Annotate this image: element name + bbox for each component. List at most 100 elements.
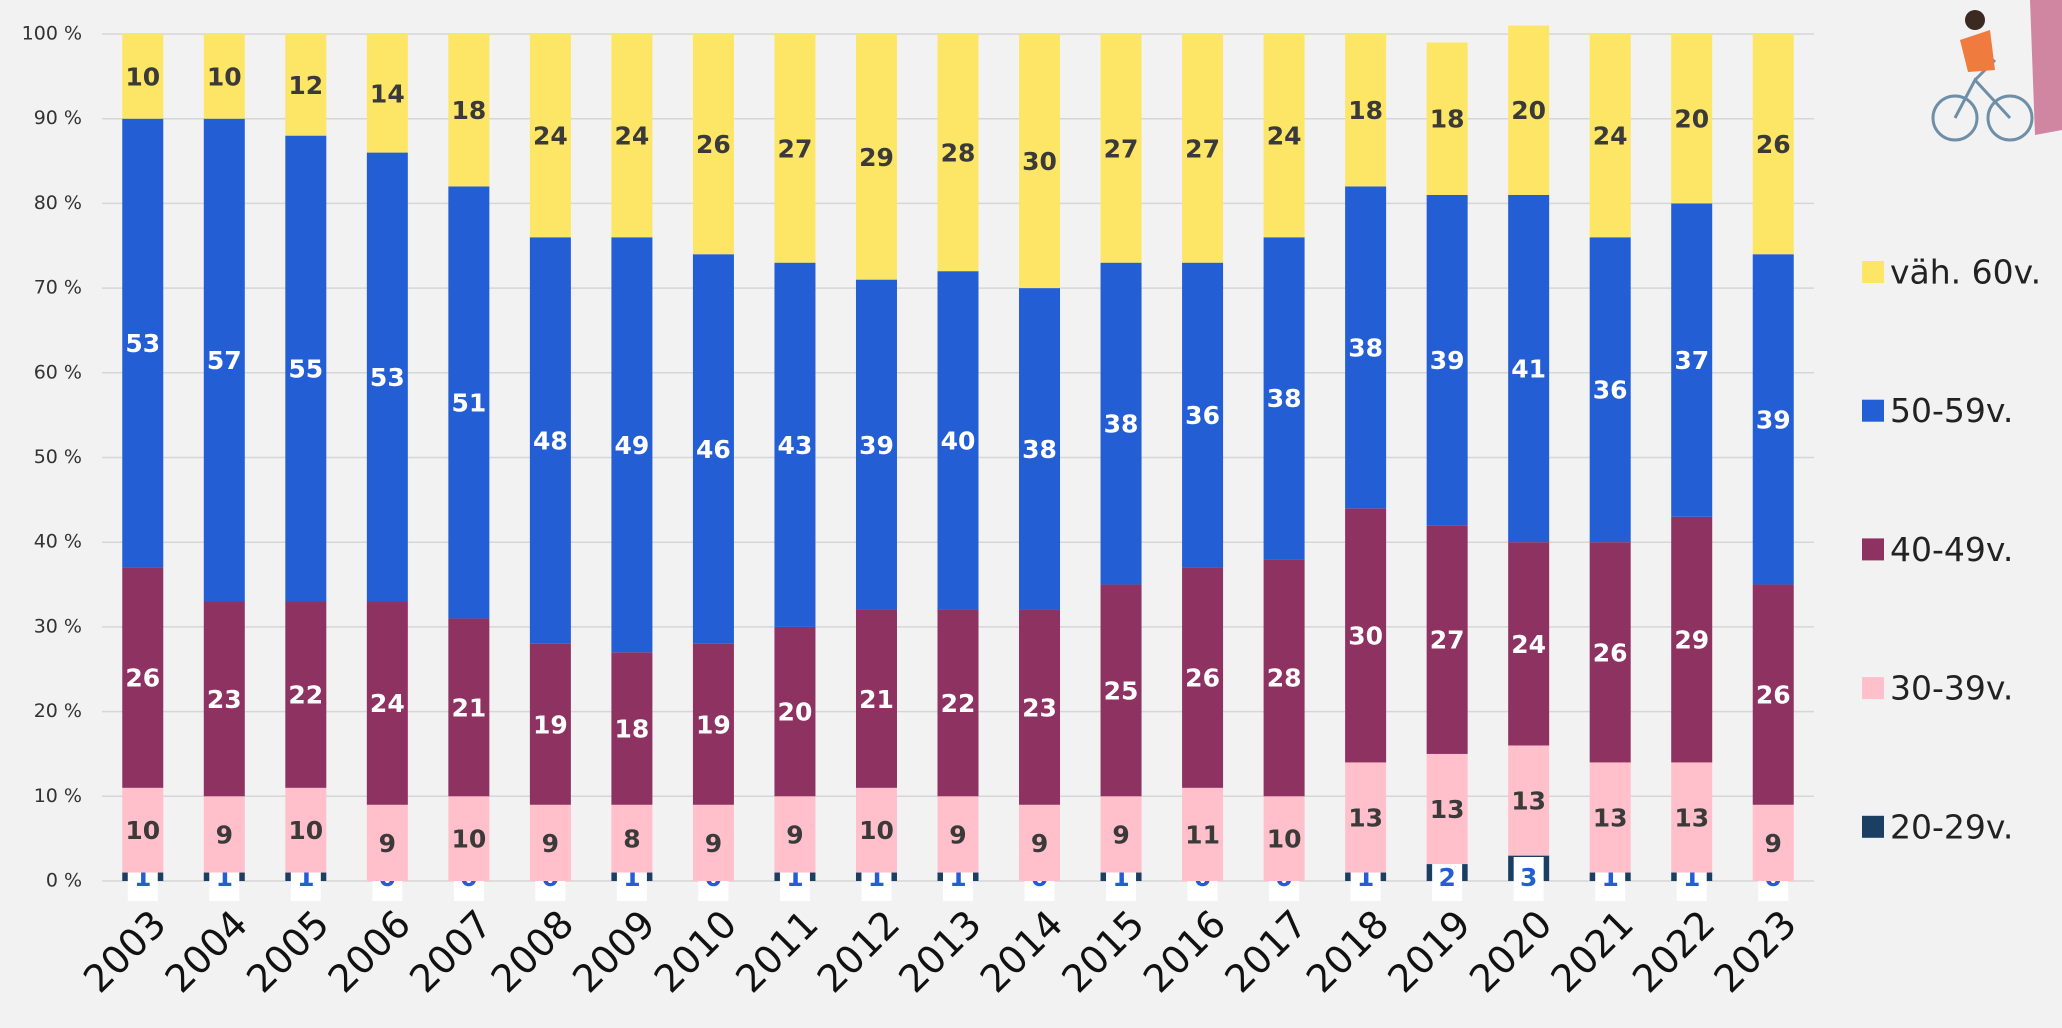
- value-label: 9: [1765, 829, 1782, 858]
- bar-segment: [1671, 203, 1713, 517]
- value-label: 24: [370, 689, 405, 718]
- bar-segment: [1345, 508, 1387, 763]
- value-label: 19: [696, 710, 731, 739]
- value-label: 48: [533, 427, 568, 456]
- bar-segment: [1508, 194, 1550, 543]
- bar-segment: [1508, 542, 1550, 746]
- bar-segment: [611, 804, 653, 873]
- bar-segment: [692, 643, 734, 805]
- bar-segment: [448, 186, 490, 619]
- bar-segment: [1182, 787, 1224, 881]
- y-tick-label: 100 %: [22, 23, 82, 45]
- bar-segment: [855, 34, 897, 280]
- bar-segment: [1019, 288, 1061, 610]
- y-tick-label: 60 %: [34, 361, 82, 383]
- bar-segment: [1752, 584, 1794, 805]
- value-label: 38: [1267, 384, 1302, 413]
- bar-segment: [1100, 796, 1142, 873]
- value-label: 24: [1511, 630, 1546, 659]
- bar-segment: [855, 279, 897, 610]
- bar-segment: [203, 601, 245, 797]
- bar-segment: [1589, 237, 1631, 543]
- y-tick-label: 20 %: [34, 700, 82, 722]
- bar-segment: [1508, 745, 1550, 856]
- bar-segment: [855, 787, 897, 873]
- value-label: 27: [1104, 134, 1139, 163]
- value-label: 18: [1348, 96, 1383, 125]
- value-label: 23: [207, 685, 242, 714]
- value-label: 10: [207, 62, 242, 91]
- value-label: 28: [1267, 664, 1302, 693]
- value-label: 9: [949, 820, 966, 849]
- y-tick-label: 0 %: [46, 870, 82, 892]
- value-label: 37: [1674, 346, 1709, 375]
- legend-swatch: [1862, 538, 1884, 561]
- y-tick-label: 70 %: [34, 277, 82, 299]
- bar-segment: [1345, 34, 1387, 187]
- illustration: [1931, 0, 2062, 142]
- value-label: 27: [778, 134, 813, 163]
- value-label: 13: [1674, 803, 1709, 832]
- value-label: 25: [1104, 676, 1139, 705]
- legend-swatch: [1862, 399, 1884, 422]
- bar-segment: [366, 804, 408, 881]
- value-label: 36: [1593, 376, 1628, 405]
- value-label: 9: [1031, 829, 1048, 858]
- bar-segment: [1345, 762, 1387, 873]
- value-label: 9: [379, 829, 396, 858]
- value-label: 53: [125, 329, 160, 358]
- bar-segment: [1589, 34, 1631, 238]
- bar-segment: [1426, 753, 1468, 865]
- bar-segment: [937, 796, 979, 873]
- value-label: 10: [1267, 825, 1302, 854]
- bar-segment: [692, 804, 734, 881]
- value-label: 43: [778, 431, 813, 460]
- y-tick-label: 10 %: [34, 785, 82, 807]
- value-label: 46: [696, 435, 731, 464]
- value-label: 10: [451, 825, 486, 854]
- value-label: 55: [288, 355, 323, 384]
- bar-segment: [1019, 609, 1061, 805]
- bar-segment: [1182, 34, 1224, 263]
- value-label: 28: [941, 139, 976, 168]
- value-label: 26: [1756, 130, 1791, 159]
- value-label: 23: [1022, 693, 1057, 722]
- value-label: 29: [1674, 626, 1709, 655]
- value-label-box: [1432, 857, 1463, 901]
- bar-segment: [1426, 525, 1468, 754]
- value-label: 10: [125, 62, 160, 91]
- bar-segment: [122, 34, 164, 119]
- value-label: 24: [1267, 122, 1302, 151]
- y-tick-label: 30 %: [34, 615, 82, 637]
- value-label: 38: [1104, 410, 1139, 439]
- bar-segment: [1100, 262, 1142, 585]
- value-label: 39: [1430, 346, 1465, 375]
- y-tick-label: 40 %: [34, 531, 82, 553]
- value-label: 8: [623, 825, 640, 854]
- value-label: 18: [451, 96, 486, 125]
- value-label: 57: [207, 346, 242, 375]
- value-label: 51: [451, 388, 486, 417]
- bar-segment: [1100, 34, 1142, 263]
- legend-swatch: [1862, 815, 1884, 838]
- value-label: 3: [1520, 863, 1537, 892]
- bar-segment: [855, 609, 897, 788]
- value-label: 40: [941, 427, 976, 456]
- bar-segment: [122, 567, 164, 788]
- value-label: 9: [542, 829, 559, 858]
- value-label: 26: [125, 664, 160, 693]
- bar-segment: [1752, 804, 1794, 881]
- value-label: 18: [1430, 105, 1465, 134]
- bar-segment: [529, 34, 571, 238]
- bar-segment: [1100, 584, 1142, 797]
- value-label: 22: [288, 681, 323, 710]
- value-label: 24: [533, 122, 568, 151]
- bar-segment: [1671, 516, 1713, 763]
- value-label: 12: [288, 71, 323, 100]
- bar-segment: [1589, 762, 1631, 873]
- bar-segment: [1671, 762, 1713, 873]
- value-label: 9: [786, 820, 803, 849]
- value-label: 13: [1593, 803, 1628, 832]
- legend-label: väh. 60v.: [1890, 253, 2041, 292]
